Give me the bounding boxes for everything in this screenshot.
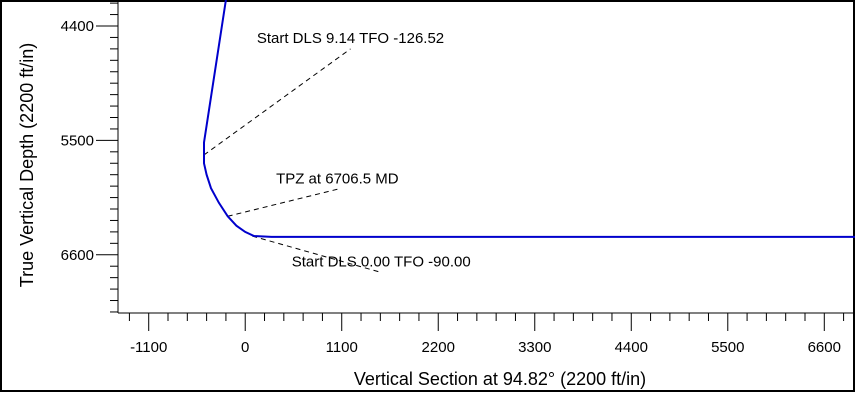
annotation-leader — [227, 188, 338, 217]
annotation-label: Start DLS 0.00 TFO -90.00 — [292, 253, 471, 270]
y-tick-label: 4400 — [61, 18, 94, 35]
x-tick-label: 4400 — [615, 339, 648, 356]
x-tick-label: 2200 — [422, 339, 455, 356]
plot-area: 4400 5500 6600 -1100 0 1100 2200 3300 4400 5500 66… — [61, 0, 855, 356]
x-tick-label: 6600 — [808, 339, 841, 356]
x-tick-label: 3300 — [518, 339, 551, 356]
y-axis-title: True Vertical Depth (2200 ft/in) — [17, 43, 37, 287]
annotation-label: TPZ at 6706.5 MD — [276, 170, 399, 187]
annotation-leader — [203, 48, 351, 156]
x-tick-label: 1100 — [326, 339, 358, 356]
x-axis-title: Vertical Section at 94.82° (2200 ft/in) — [354, 369, 646, 389]
annotation-label: Start DLS 9.14 TFO -126.52 — [257, 30, 444, 47]
x-tick-label: 5500 — [711, 339, 744, 356]
x-tick-label: -1100 — [130, 339, 167, 356]
y-tick-label: 6600 — [61, 247, 94, 264]
annotation-leader — [252, 235, 382, 273]
x-tick-label: 0 — [241, 339, 249, 356]
well-path-line — [203, 0, 855, 238]
y-tick-label: 5500 — [61, 132, 94, 149]
